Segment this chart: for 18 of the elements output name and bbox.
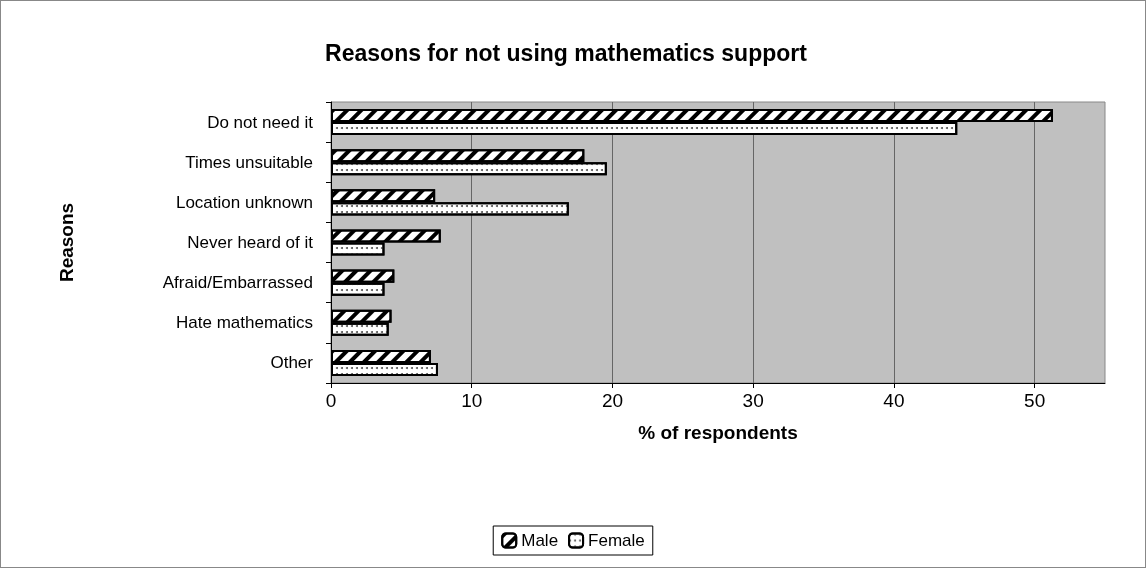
x-tick-label: 40 <box>883 390 905 411</box>
legend-label: Male <box>521 531 559 550</box>
x-tick-label: 10 <box>461 390 483 411</box>
y-tick-label: Hate mathematics <box>176 313 313 333</box>
y-tick-label: Other <box>270 353 314 373</box>
x-axis-title: % of respondents <box>638 422 798 443</box>
y-tick-label: Afraid/Embarrassed <box>162 273 313 293</box>
x-tick-label: 50 <box>1024 390 1046 411</box>
x-tick-label: 30 <box>742 390 764 411</box>
x-tick-label: 20 <box>601 390 624 411</box>
legend-label: Female <box>588 531 645 550</box>
x-tick-label: 0 <box>325 390 337 411</box>
y-tick-label: Times unsuitable <box>185 152 313 172</box>
chart-title: Reasons for not using mathematics support <box>325 39 808 66</box>
y-tick-label: Do not need it <box>207 112 314 132</box>
y-tick-label: Location unknown <box>175 192 313 212</box>
y-axis-title: Reasons <box>56 202 77 283</box>
y-tick-label: Never heard of it <box>187 233 314 252</box>
